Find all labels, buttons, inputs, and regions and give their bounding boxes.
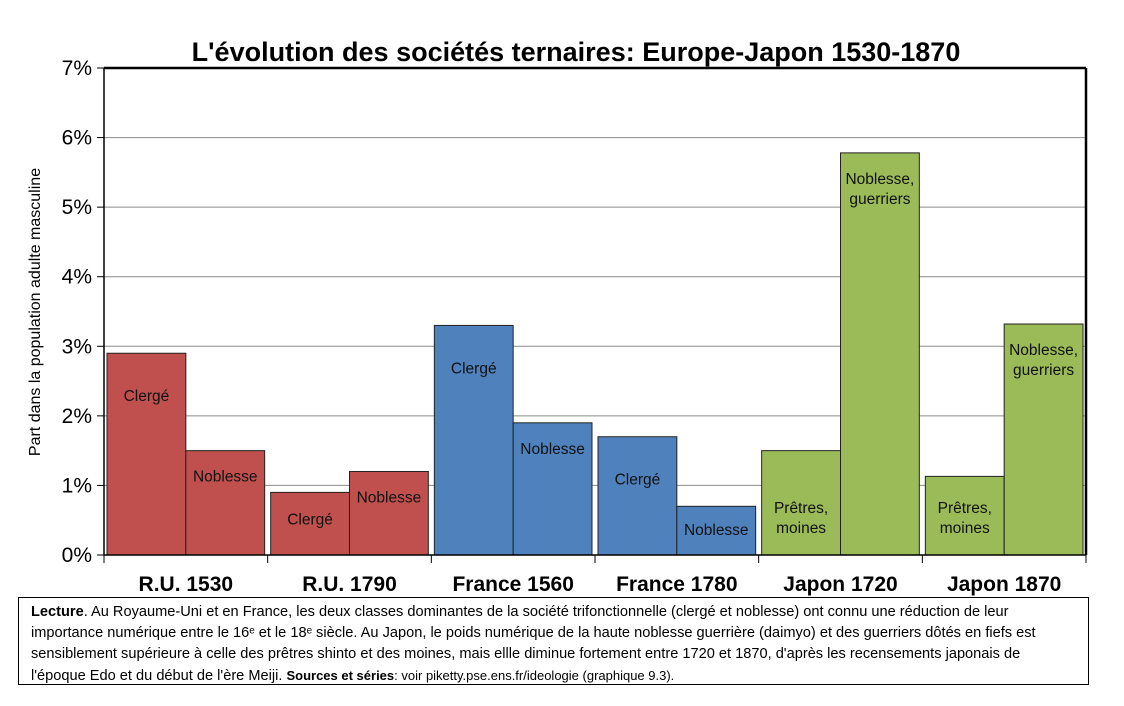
x-category-label: France 1560 [452, 573, 573, 596]
bar-label: Noblesse [357, 490, 422, 507]
bar [676, 505, 757, 556]
x-category-label: Japon 1870 [947, 573, 1061, 596]
reading-note: Lecture. Au Royaume-Uni et en France, le… [18, 597, 1089, 685]
bar [597, 436, 678, 556]
gridlines [104, 137, 1086, 486]
bar-label-line: Prêtres, [774, 500, 828, 517]
y-tick-label: 0% [62, 544, 92, 567]
note-sources-lead: Sources et séries [286, 668, 395, 683]
bar-label: Noblesse, guerriers [1009, 342, 1078, 379]
bar-label-line: Noblesse, [845, 171, 914, 188]
bar-label: Clergé [451, 360, 497, 377]
note-sources-body: : voir piketty.pse.ens.fr/ideologie (gra… [394, 668, 675, 683]
note-body: . Au Royaume-Uni et en France, les deux … [31, 604, 1036, 684]
bar-label: Prêtres, moines [774, 500, 828, 537]
y-tick-label: 2% [62, 405, 92, 428]
axes [97, 66, 1088, 563]
x-category-label: Japon 1720 [783, 573, 897, 596]
bar-label: Noblesse [684, 522, 749, 539]
bar-label-line: guerriers [1013, 362, 1074, 379]
bar-label: Clergé [124, 388, 170, 405]
x-category-label: France 1780 [616, 573, 737, 596]
bar-label: Noblesse [193, 469, 258, 486]
bar-label: Noblesse, guerriers [845, 171, 914, 208]
chart: L'évolution des sociétés ternaires: Euro… [27, 37, 1088, 596]
bar-label: Clergé [287, 511, 333, 528]
bar [185, 450, 266, 556]
chart-title: L'évolution des sociétés ternaires: Euro… [192, 37, 961, 67]
bars [106, 152, 1084, 556]
y-tick-label: 1% [62, 474, 92, 497]
bar-label: Prêtres, moines [938, 500, 992, 537]
x-category-label: R.U. 1790 [302, 573, 397, 596]
y-tick-label: 6% [62, 127, 92, 150]
bar-label: Clergé [615, 472, 661, 489]
note-lead: Lecture [31, 604, 84, 620]
labels: 0% 1% 2% 3% 4% 5% 6% 7% Clergé Noblesse R.U. 1530 C… [62, 57, 1078, 596]
y-tick-label: 5% [62, 196, 92, 219]
bar [840, 152, 920, 556]
bar-label: Noblesse [520, 441, 585, 458]
note-sources: Sources et séries: voir piketty.pse.ens.… [286, 668, 674, 683]
bar [512, 422, 593, 556]
bar-label-line: Noblesse, [1009, 342, 1078, 359]
bar-label-line: moines [776, 520, 826, 537]
bar [106, 352, 187, 556]
bar [761, 450, 842, 556]
x-category-label: R.U. 1530 [139, 573, 234, 596]
bar-label-line: Prêtres, [938, 500, 992, 517]
bar-label-line: moines [940, 520, 990, 537]
bar [349, 471, 429, 556]
bar-label-line: guerriers [849, 191, 910, 208]
y-axis-label: Part dans la population adulte masculine [27, 168, 44, 456]
y-tick-label: 4% [62, 266, 92, 289]
y-tick-label: 7% [62, 57, 92, 80]
y-tick-label: 3% [62, 335, 92, 358]
bar [1003, 323, 1084, 556]
bar [924, 475, 1005, 556]
